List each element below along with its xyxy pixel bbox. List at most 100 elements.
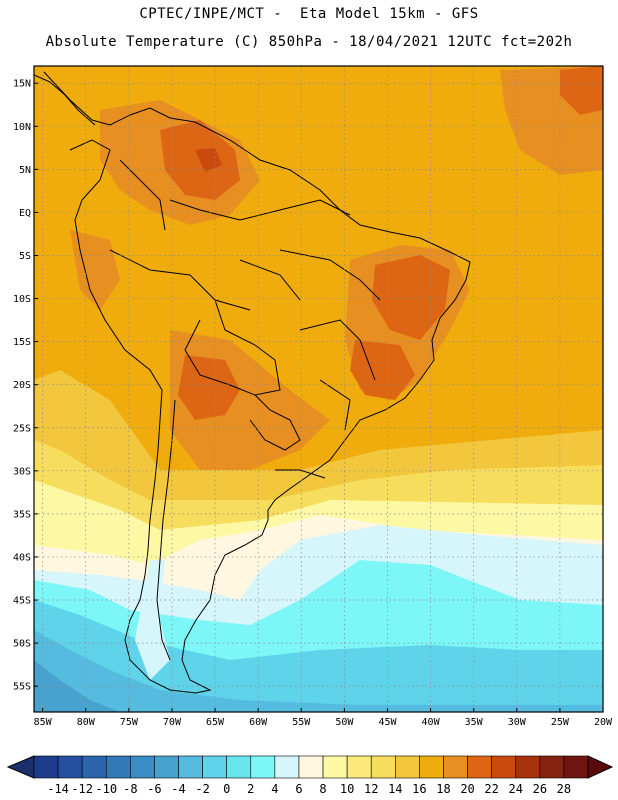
colorbar-swatch bbox=[419, 755, 444, 779]
colorbar-max-arrow bbox=[587, 755, 614, 779]
coastlines-and-borders bbox=[34, 71, 471, 694]
colorbar-label: -4 bbox=[171, 782, 185, 796]
colorbar-label: 20 bbox=[460, 782, 474, 796]
south-america-coastline bbox=[43, 71, 471, 694]
latitude-label: 10S bbox=[13, 294, 31, 305]
border-colombia-venezuela bbox=[119, 159, 166, 231]
longitude-label: 45W bbox=[378, 717, 397, 728]
colorbar-swatch bbox=[274, 755, 300, 779]
latitude-label: 15N bbox=[13, 79, 31, 90]
central-america-coast bbox=[34, 74, 96, 126]
border-uruguay bbox=[275, 469, 326, 479]
longitude-label: 40W bbox=[422, 717, 441, 728]
colorbar-label: 24 bbox=[509, 782, 523, 796]
colorbar-swatch bbox=[130, 755, 155, 779]
latitude-label: 5N bbox=[19, 165, 31, 176]
longitude-label: 20W bbox=[594, 717, 613, 728]
latitude-label: 50S bbox=[13, 639, 31, 650]
colorbar-swatch bbox=[178, 755, 203, 779]
latitude-label: 45S bbox=[13, 596, 31, 607]
longitude-labels: 85W 80W 75W 70W 65W 60W 55W 50W 45W 40W 35W 30W 25W 2… bbox=[34, 708, 613, 728]
longitude-label: 50W bbox=[335, 717, 354, 728]
chart-title-line-1: CPTEC/INPE/MCT - Eta Model 15km - GFS bbox=[139, 6, 479, 22]
colorbar-swatch bbox=[105, 755, 131, 779]
colorbar-label: -14 bbox=[47, 782, 69, 796]
colorbar-label: 10 bbox=[340, 782, 354, 796]
colorbar-swatch bbox=[81, 755, 107, 779]
colorbar-label: 0 bbox=[223, 782, 230, 796]
field-hot-chaco bbox=[178, 355, 240, 420]
colorbar-label: 8 bbox=[319, 782, 326, 796]
colorbar-label: -10 bbox=[95, 782, 117, 796]
colorbar-swatch bbox=[57, 755, 83, 779]
colorbar-label: 28 bbox=[557, 782, 571, 796]
latitude-label: EQ bbox=[19, 208, 31, 219]
longitude-label: 70W bbox=[163, 717, 182, 728]
colorbar-label: -2 bbox=[195, 782, 209, 796]
longitude-label: 75W bbox=[120, 717, 139, 728]
colorbar-swatch bbox=[202, 755, 227, 779]
latitude-label: 35S bbox=[13, 509, 31, 520]
border-paraguay bbox=[249, 394, 301, 451]
latitude-label: 25S bbox=[13, 423, 31, 434]
colorbar-min-arrow bbox=[6, 755, 35, 779]
longitude-label: 85W bbox=[34, 717, 53, 728]
longitude-label: 25W bbox=[551, 717, 570, 728]
border-brazil-states bbox=[239, 249, 381, 431]
field-southwest-corner bbox=[34, 660, 120, 712]
field-orange-peru bbox=[70, 230, 120, 310]
latitude-label: 15S bbox=[13, 337, 31, 348]
colorbar-label: 22 bbox=[484, 782, 498, 796]
colorbar-label: -12 bbox=[71, 782, 93, 796]
longitude-label: 80W bbox=[77, 717, 96, 728]
latitude-label: 10N bbox=[13, 122, 31, 133]
colorbar-swatch bbox=[33, 755, 59, 779]
colorbar-swatch bbox=[346, 755, 372, 779]
latitude-label: 40S bbox=[13, 552, 31, 563]
colorbar-label: -6 bbox=[147, 782, 161, 796]
colorbar-label: 2 bbox=[247, 782, 254, 796]
longitude-label: 65W bbox=[206, 717, 225, 728]
border-brazil-north bbox=[169, 199, 351, 221]
latitude-label: 55S bbox=[13, 682, 31, 693]
colorbar-swatch bbox=[539, 755, 565, 779]
colorbar bbox=[6, 755, 614, 779]
colorbar-swatch bbox=[370, 755, 396, 779]
colorbar-swatch bbox=[226, 755, 252, 779]
field-hot-ne-corner bbox=[560, 66, 603, 115]
colorbar-label: 14 bbox=[388, 782, 402, 796]
colorbar-label: 4 bbox=[271, 782, 278, 796]
map-frame bbox=[33, 65, 604, 713]
colorbar-swatch bbox=[563, 755, 589, 779]
colorbar-swatch bbox=[491, 755, 517, 779]
colorbar-swatch bbox=[154, 755, 179, 779]
longitude-label: 35W bbox=[465, 717, 484, 728]
colorbar-swatch bbox=[250, 755, 276, 779]
colorbar-swatch bbox=[322, 755, 348, 779]
colorbar-swatch bbox=[467, 755, 492, 779]
colorbar-label: 16 bbox=[412, 782, 426, 796]
lat-lon-grid bbox=[34, 66, 604, 712]
border-peru-brazil bbox=[109, 249, 251, 311]
border-argentina-chile bbox=[156, 399, 176, 661]
latitude-label: 30S bbox=[13, 466, 31, 477]
longitude-label: 55W bbox=[292, 717, 311, 728]
latitude-label: 20S bbox=[13, 380, 31, 391]
colorbar-label: 12 bbox=[364, 782, 378, 796]
colorbar-swatch bbox=[515, 755, 541, 779]
longitude-label: 60W bbox=[249, 717, 268, 728]
colorbar-label: 26 bbox=[533, 782, 547, 796]
chart-title-line-2: Absolute Temperature (C) 850hPa - 18/04/… bbox=[45, 34, 573, 50]
colorbar-label: -8 bbox=[123, 782, 137, 796]
colorbar-swatch bbox=[395, 755, 420, 779]
longitude-label: 30W bbox=[508, 717, 527, 728]
field-turquoise-band bbox=[34, 600, 603, 712]
colorbar-swatch bbox=[298, 755, 324, 779]
temperature-field bbox=[34, 66, 603, 712]
colorbar-label: 6 bbox=[295, 782, 302, 796]
border-bolivia bbox=[184, 299, 281, 396]
colorbar-labels: -14 -12 -10 -8 -6 -4 -2 0 2 4 6 8 10 12 14 16 18 20 22 24 26… bbox=[47, 782, 571, 796]
colorbar-label: 18 bbox=[436, 782, 450, 796]
field-andes-patagonia-cool bbox=[135, 560, 170, 680]
